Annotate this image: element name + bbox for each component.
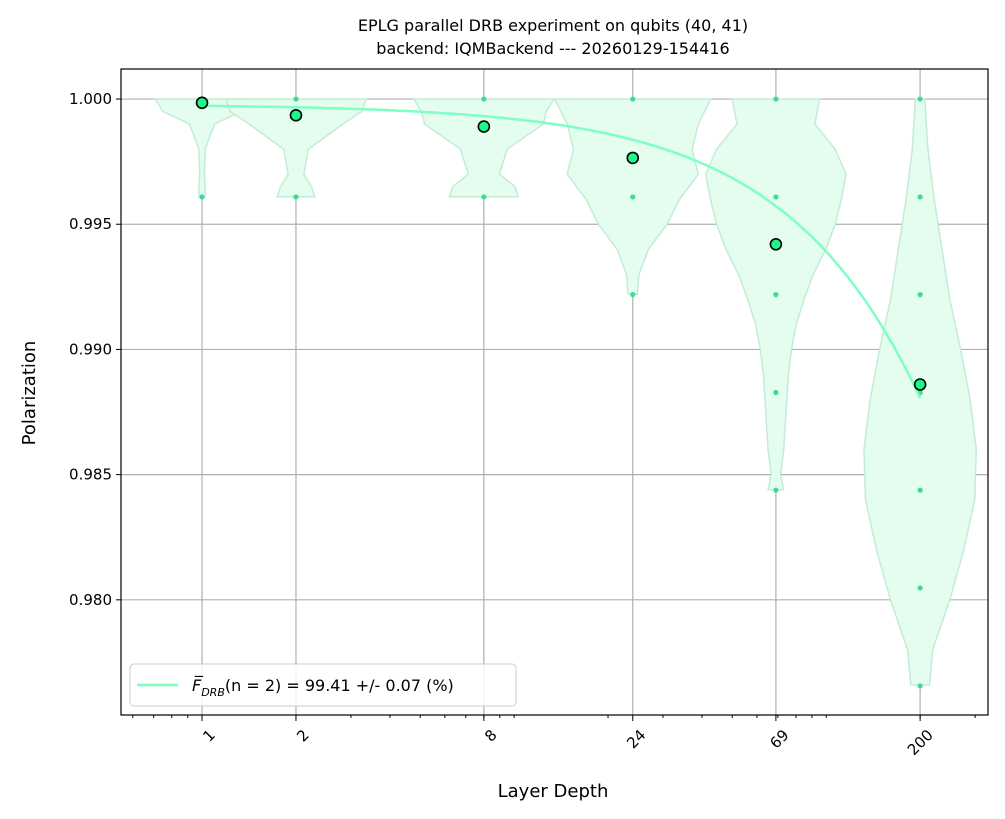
sample-point	[199, 194, 205, 200]
mean-marker	[769, 237, 783, 251]
sample-point	[773, 487, 779, 493]
y-tick-label: 0.980	[69, 591, 112, 609]
sample-point	[630, 194, 636, 200]
sample-point	[773, 389, 779, 396]
x-axis-label: Layer Depth	[498, 781, 609, 802]
sample-point	[630, 96, 636, 102]
sample-point	[481, 194, 487, 200]
sample-point	[773, 291, 779, 298]
chart-title-line1: EPLG parallel DRB experiment on qubits (…	[358, 16, 748, 35]
sample-point	[917, 683, 923, 689]
sample-point	[917, 585, 923, 591]
sample-point	[293, 194, 299, 200]
y-axis-label: Polarization	[19, 341, 40, 446]
sample-point	[773, 194, 779, 200]
y-tick-label: 0.995	[69, 215, 112, 233]
sample-point	[917, 194, 923, 200]
chart-title-line2: backend: IQMBackend --- 20260129-154416	[376, 39, 729, 58]
y-tick-label: 0.990	[69, 340, 112, 358]
legend-label-sub: DRB	[201, 686, 225, 699]
y-tick-label: 0.985	[69, 466, 112, 484]
legend: F̅DRB(n = 2) = 99.41 +/- 0.07 (%)	[129, 663, 517, 707]
axes-frame	[120, 68, 989, 716]
y-tick-label: 1.000	[69, 90, 112, 108]
sample-point	[773, 96, 779, 102]
mean-marker	[289, 109, 303, 122]
mean-marker	[195, 96, 209, 110]
sample-point	[293, 96, 299, 102]
legend-label: F̅DRB(n = 2) = 99.41 +/- 0.07 (%)	[192, 676, 454, 699]
legend-label-rest: (n = 2) = 99.41 +/- 0.07 (%)	[225, 676, 454, 695]
sample-point	[917, 291, 923, 298]
violin	[224, 98, 368, 198]
sample-point	[917, 96, 923, 102]
mean-marker	[913, 378, 927, 391]
fit-curve-line	[201, 104, 922, 399]
legend-label-main: F̅	[192, 676, 204, 695]
sample-point	[630, 291, 636, 298]
violin	[412, 98, 556, 198]
sample-point	[917, 487, 923, 493]
sample-point	[481, 96, 487, 102]
legend-box	[129, 663, 517, 707]
mean-marker	[477, 120, 491, 133]
violin	[153, 98, 251, 198]
mean-marker	[626, 151, 640, 165]
